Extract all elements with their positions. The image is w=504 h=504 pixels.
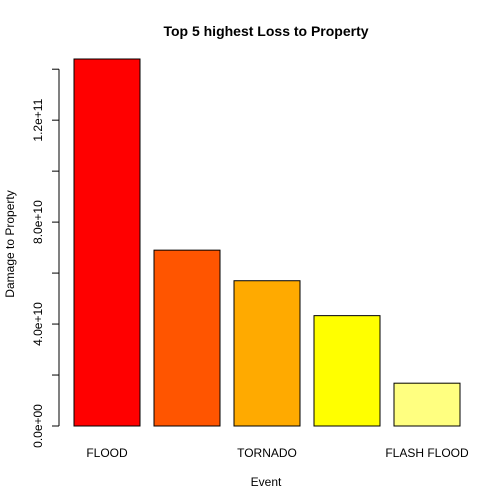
x-tick-labels: FLOOD TORNADO FLASH FLOOD [86, 446, 469, 460]
x-tick-label: TORNADO [237, 446, 297, 460]
y-axis: 0.0e+00 4.0e+10 8.0e+10 1.2e+11 [31, 68, 60, 448]
bar [73, 58, 141, 427]
bar [313, 315, 381, 427]
y-tick-label: 8.0e+10 [31, 200, 45, 244]
bars [73, 58, 461, 427]
y-tick-label: 0.0e+00 [31, 404, 45, 448]
bar [393, 382, 461, 427]
x-tick-label: FLOOD [86, 446, 128, 460]
x-axis-label: Event [251, 475, 282, 489]
chart-title: Top 5 highest Loss to Property [163, 23, 368, 39]
bar [153, 249, 221, 427]
y-tick-label: 4.0e+10 [31, 302, 45, 346]
bar [233, 280, 301, 427]
x-tick-label: FLASH FLOOD [385, 446, 469, 460]
y-axis-label: Damage to Property [3, 190, 17, 297]
y-tick-label: 1.2e+11 [31, 98, 45, 141]
